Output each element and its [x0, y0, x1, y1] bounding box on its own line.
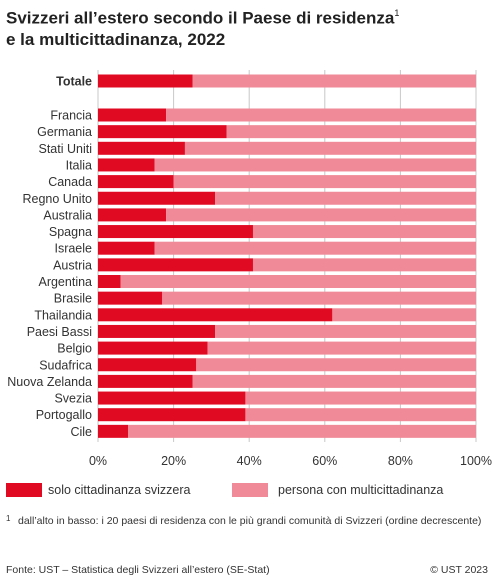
footnote-mark: 1	[6, 514, 11, 523]
bar-multi-canada	[173, 175, 476, 189]
category-label: Stati Uniti	[39, 142, 93, 156]
category-label: Argentina	[38, 275, 92, 289]
category-label: Belgio	[57, 342, 92, 356]
category-label: Svezia	[54, 392, 92, 406]
category-label: Regno Unito	[23, 192, 93, 206]
category-labels: Totale Francia Germania Stati Uniti Italia Ca…	[7, 75, 92, 439]
bar-single-francia	[98, 108, 167, 122]
category-label: Nuova Zelanda	[7, 375, 92, 389]
bar-single-svezia	[98, 391, 246, 405]
bar-single-sudafrica	[98, 358, 197, 372]
bar-multi-brasile	[162, 291, 476, 305]
bar-single-portogallo	[98, 408, 246, 422]
bar-single-paesi-bassi	[98, 324, 216, 338]
category-label: Sudafrica	[39, 358, 92, 372]
bar-multi-germania	[226, 125, 476, 139]
bar-single-nuova-zelanda	[98, 374, 193, 388]
bar-multi-austria	[252, 258, 476, 272]
x-tick-label: 20%	[161, 454, 186, 468]
footnote-text: dall’alto in basso: i 20 paesi di reside…	[18, 515, 482, 527]
category-label: Totale	[56, 75, 92, 89]
bar-multi-sudafrica	[196, 358, 476, 372]
bar-single-germania	[98, 125, 227, 139]
legend-label-single: solo cittadinanza svizzera	[48, 483, 191, 497]
bar-single-thailandia	[98, 308, 333, 322]
bar-single-australia	[98, 208, 167, 222]
x-tick-label: 60%	[312, 454, 337, 468]
legend: solo cittadinanza svizzera persona con m…	[0, 480, 494, 502]
x-tick-label: 100%	[460, 454, 492, 468]
category-label: Australia	[43, 208, 92, 222]
bar-multi-australia	[166, 208, 477, 222]
category-label: Brasile	[54, 292, 92, 306]
category-label: Canada	[48, 175, 92, 189]
bar-multi-italia	[154, 158, 476, 172]
bar-single-belgio	[98, 341, 208, 355]
category-label: Spagna	[49, 225, 92, 239]
legend-label-multi: persona con multicittadinanza	[278, 483, 444, 497]
chart-title-line1: Svizzeri all’estero secondo il Paese di …	[6, 8, 395, 28]
bar-single-brasile	[98, 291, 163, 305]
bar-multi-paesi-bassi	[215, 324, 476, 338]
bar-single-cile	[98, 424, 129, 438]
chart-title-line2: e la multicittadinanza, 2022	[6, 29, 226, 49]
bar-single-canada	[98, 175, 174, 189]
bar-multi-stati-uniti	[184, 141, 476, 155]
bar-multi-thailandia	[332, 308, 476, 322]
bar-multi-cile	[128, 424, 477, 438]
x-tick-label: 40%	[237, 454, 262, 468]
chart-title: Svizzeri all’estero secondo il Paese di …	[6, 4, 490, 50]
bar-multi-israele	[154, 241, 476, 255]
legend-swatch-multi	[232, 483, 268, 497]
copyright-text: © UST 2023	[430, 564, 488, 576]
bar-multi-svezia	[245, 391, 476, 405]
bar-multi-belgio	[207, 341, 476, 355]
bar-multi-francia	[166, 108, 477, 122]
bar-single-stati-uniti	[98, 141, 185, 155]
category-label: Thailandia	[34, 308, 92, 322]
x-tick-label: 80%	[388, 454, 413, 468]
x-tick-label: 0%	[89, 454, 107, 468]
category-label: Italia	[66, 158, 92, 172]
source-text: Fonte: UST – Statistica degli Svizzeri a…	[6, 564, 270, 576]
bar-single-spagna	[98, 225, 253, 239]
x-tick-labels: 0% 20% 40% 60% 80% 100%	[89, 454, 492, 468]
category-label: Israele	[54, 242, 92, 256]
title-footnote-mark: 1	[394, 8, 400, 18]
bar-multi-nuova-zelanda	[192, 374, 476, 388]
category-label: Paesi Bassi	[27, 325, 92, 339]
bar-single-israele	[98, 241, 155, 255]
category-label: Austria	[53, 258, 92, 272]
category-label: Francia	[50, 109, 92, 123]
bar-multi-totale	[192, 74, 476, 88]
bars	[98, 74, 477, 438]
footnote: 1 dall’alto in basso: i 20 paesi di resi…	[6, 514, 490, 528]
bar-single-totale	[98, 74, 193, 88]
legend-swatch-single	[6, 483, 42, 497]
bar-single-argentina	[98, 275, 121, 288]
stacked-bar-chart: Totale Francia Germania Stati Uniti Italia Ca…	[7, 70, 492, 468]
bar-multi-spagna	[252, 225, 476, 239]
category-label: Cile	[70, 425, 92, 439]
bar-single-italia	[98, 158, 155, 172]
category-label: Portogallo	[36, 408, 92, 422]
bar-multi-portogallo	[245, 408, 476, 422]
category-label: Germania	[37, 125, 92, 139]
bar-single-austria	[98, 258, 253, 272]
bar-multi-regno-unito	[215, 191, 476, 205]
bar-single-regno-unito	[98, 191, 216, 205]
bar-multi-argentina	[120, 275, 477, 288]
